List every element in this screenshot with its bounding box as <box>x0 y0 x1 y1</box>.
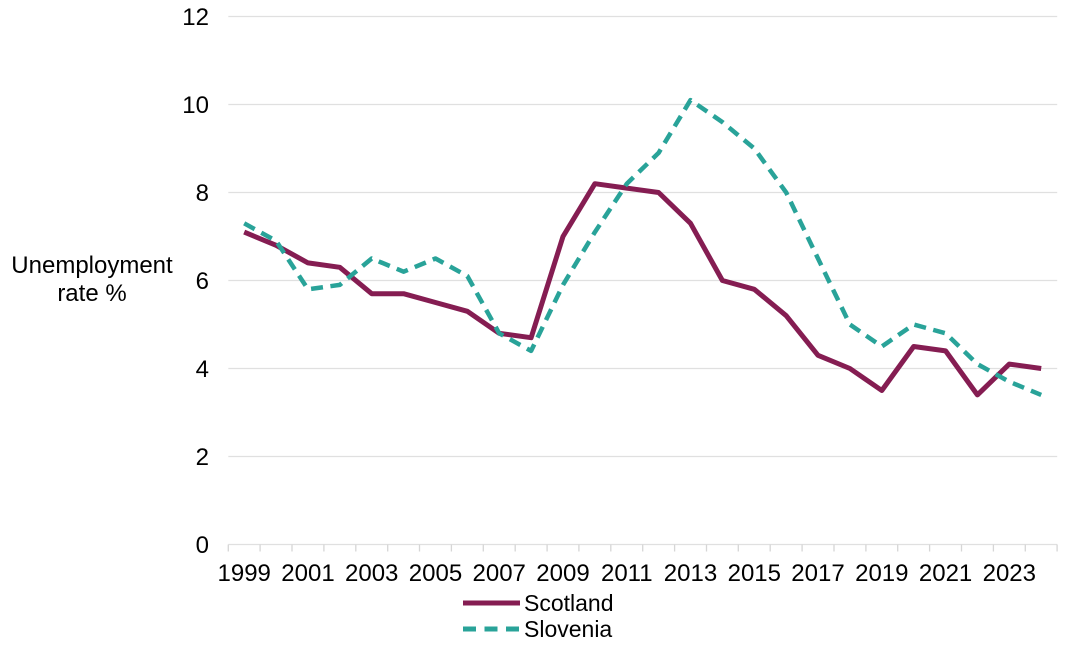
x-axis-label-2005: 2005 <box>409 560 462 587</box>
legend-item-scotland: Scotland <box>463 590 614 616</box>
y-axis-label-2: 2 <box>196 444 209 471</box>
legend: Scotland Slovenia <box>463 590 614 642</box>
legend-label-scotland: Scotland <box>524 590 614 616</box>
y-axis-title-line-2: rate % <box>57 280 126 307</box>
x-axis-label-2019: 2019 <box>855 560 908 587</box>
y-axis-label-0: 0 <box>196 532 209 559</box>
series-line-slovenia <box>243 97 1043 397</box>
x-axis-label-2023: 2023 <box>983 560 1036 587</box>
x-axis-label-2015: 2015 <box>728 560 781 587</box>
x-axis-label-2017: 2017 <box>791 560 844 587</box>
series-lines-group <box>243 97 1043 398</box>
x-axis-label-2011: 2011 <box>601 560 653 587</box>
y-axis-title: Unemployment rate % <box>11 252 173 307</box>
legend-item-slovenia: Slovenia <box>463 616 612 642</box>
x-axis-label-1999: 1999 <box>218 560 271 587</box>
x-axis-label-2009: 2009 <box>536 560 589 587</box>
legend-label-slovenia: Slovenia <box>524 616 612 642</box>
x-axis-label-2003: 2003 <box>345 560 398 587</box>
x-axis-label-2007: 2007 <box>473 560 526 587</box>
y-axis-label-4: 4 <box>196 356 209 383</box>
x-axis-label-2021: 2021 <box>919 560 972 587</box>
x-axis-ticks-group <box>227 544 1058 552</box>
y-axis-label-10: 10 <box>182 92 209 119</box>
x-axis-label-2013: 2013 <box>664 560 717 587</box>
y-axis-label-8: 8 <box>196 180 209 207</box>
x-axis-label-2001: 2001 <box>281 560 334 587</box>
x-axis-labels-group: 1999 2001 2003 2005 2007 2009 2011 2013 2015 2017… <box>218 560 1036 587</box>
y-axis-labels-group: 0 2 4 6 8 10 12 <box>182 4 209 559</box>
y-axis-label-12: 12 <box>182 4 209 31</box>
y-axis-title-line-1: Unemployment <box>11 252 173 279</box>
series-line-scotland <box>243 181 1042 398</box>
y-axis-label-6: 6 <box>196 268 209 295</box>
